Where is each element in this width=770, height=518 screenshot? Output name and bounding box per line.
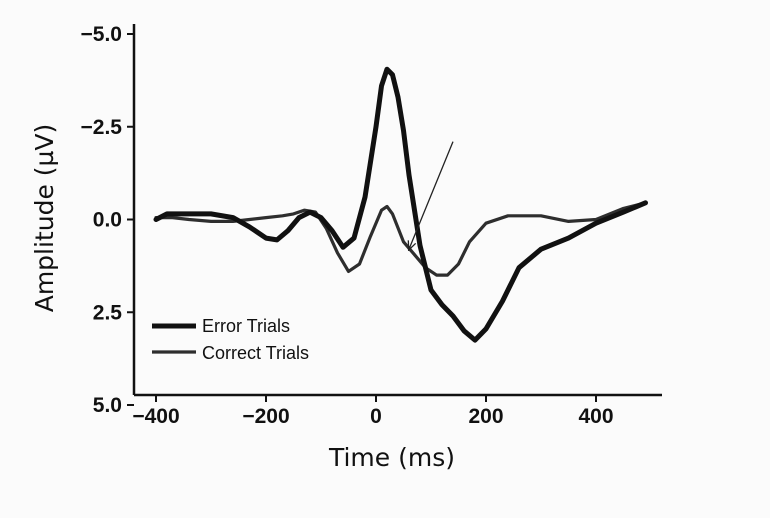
x-tick-label: 400 bbox=[578, 405, 613, 428]
y-tick-label: −2.5 bbox=[81, 116, 123, 139]
y-axis-ticks: −5.0 −2.5 0.0 2.5 5.0 bbox=[81, 23, 134, 417]
y-axis-title: Amplitude (µV) bbox=[30, 124, 59, 313]
y-tick-label: 5.0 bbox=[93, 394, 122, 417]
x-tick-label: −400 bbox=[132, 405, 179, 428]
x-tick-label: 0 bbox=[370, 405, 382, 428]
series-line-error-trials bbox=[153, 66, 648, 343]
x-tick-label: −200 bbox=[242, 405, 289, 428]
y-tick-label: 2.5 bbox=[93, 301, 123, 324]
y-tick-label: −5.0 bbox=[81, 23, 122, 46]
x-axis-title: Time (ms) bbox=[328, 443, 455, 472]
series-line-correct-trials bbox=[154, 201, 648, 277]
legend: Error Trials Correct Trials bbox=[152, 316, 309, 363]
x-axis-ticks: −400 −200 0 200 400 bbox=[132, 395, 614, 428]
legend-label-correct-trials: Correct Trials bbox=[202, 343, 309, 363]
y-tick-label: 0.0 bbox=[93, 209, 122, 232]
x-tick-label: 200 bbox=[468, 405, 503, 428]
legend-label-error-trials: Error Trials bbox=[202, 316, 290, 336]
annotation-arrow bbox=[409, 141, 454, 250]
